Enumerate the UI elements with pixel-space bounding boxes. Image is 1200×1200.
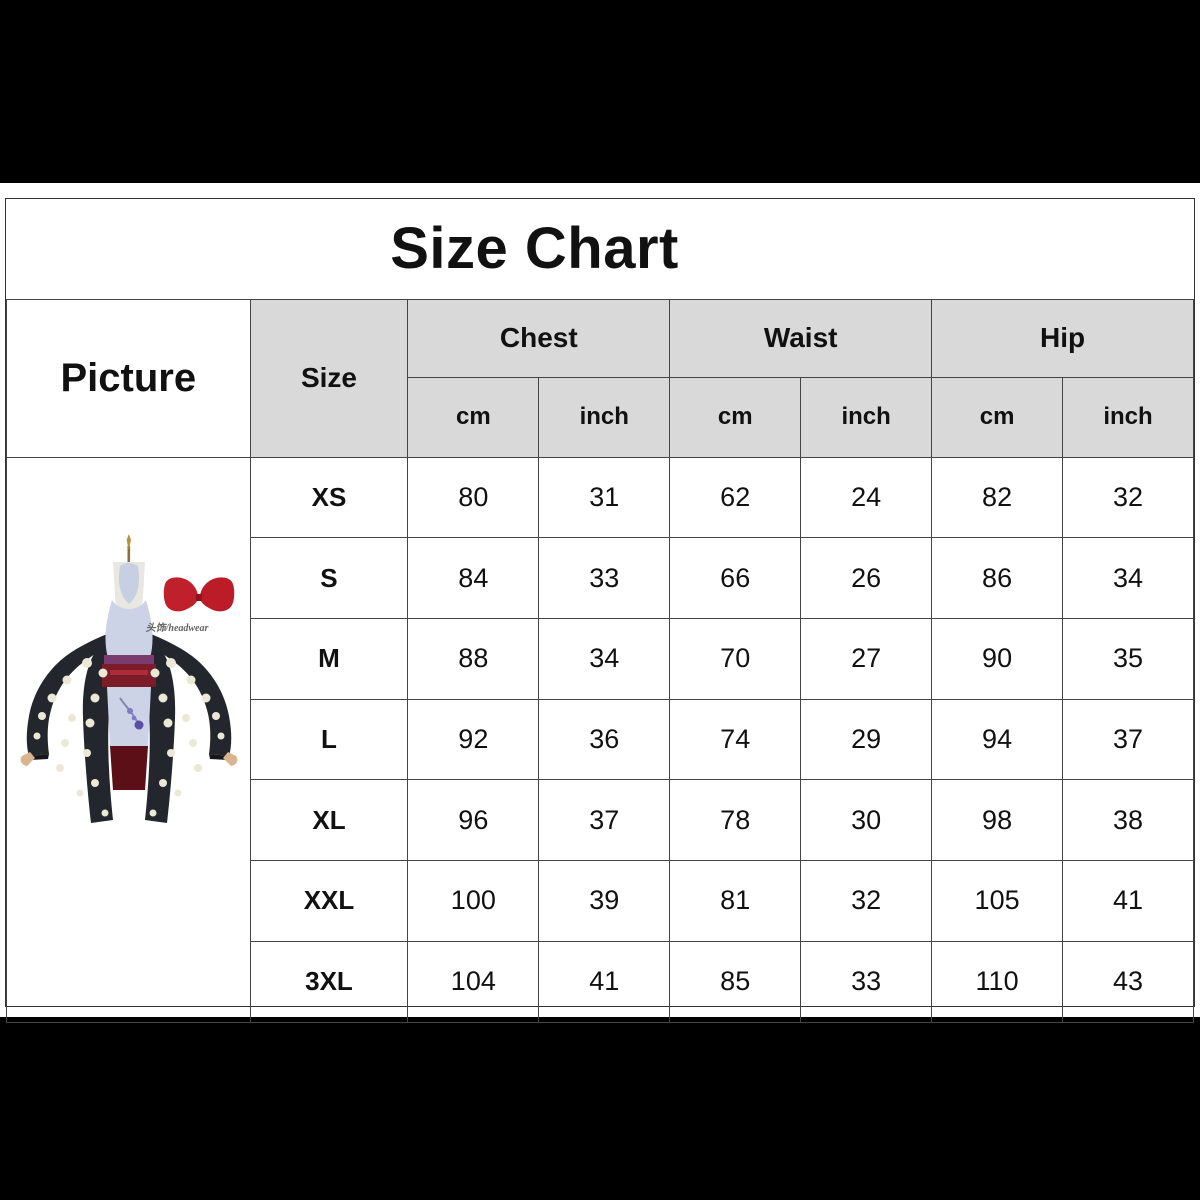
svg-text:头饰/headwear: 头饰/headwear	[146, 622, 209, 634]
